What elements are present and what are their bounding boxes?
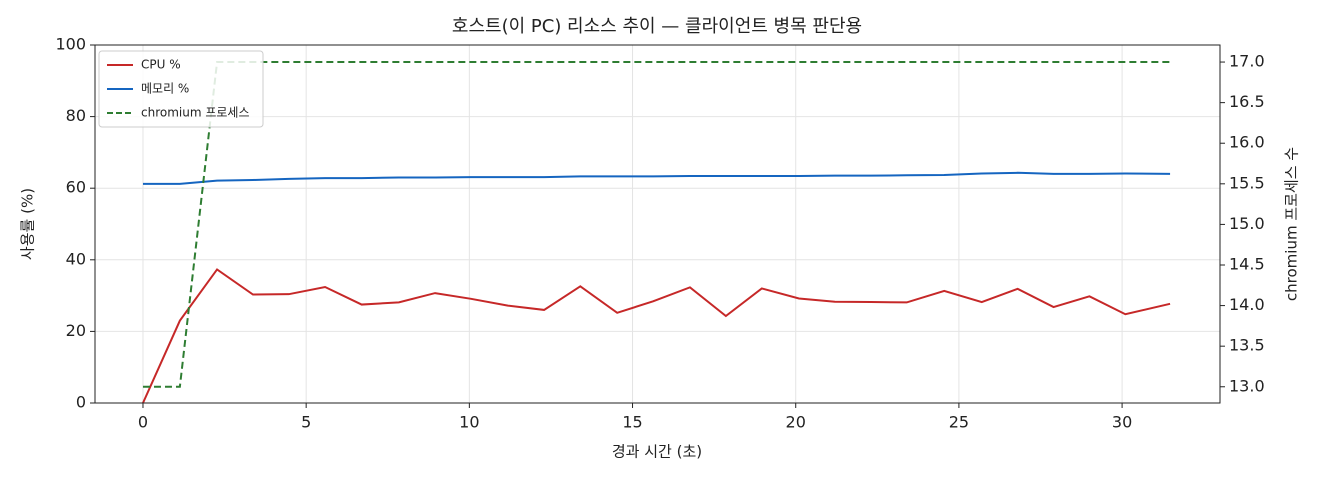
legend-label: CPU % (141, 58, 181, 72)
y-tick-label: 100 (55, 35, 86, 54)
y2-tick-label: 15.5 (1229, 173, 1265, 192)
y2-axis-label: chromium 프로세스 수 (1283, 147, 1301, 301)
series-line (142, 61, 1171, 388)
y2-tick-label: 14.0 (1229, 295, 1265, 314)
legend-box (98, 50, 264, 128)
x-tick-label: 25 (949, 413, 969, 432)
plot-frame (94, 44, 1221, 404)
legend-label: 메모리 % (141, 82, 189, 96)
x-tick-label: 30 (1112, 413, 1132, 432)
y2-tick-label: 14.5 (1229, 254, 1265, 273)
y-tick-label: 40 (66, 249, 86, 268)
x-axis-label: 경과 시간 (초) (612, 443, 702, 461)
x-tick-label: 0 (138, 413, 148, 432)
y2-tick-label: 16.5 (1229, 92, 1265, 111)
y-tick-label: 60 (66, 178, 86, 197)
series-line (142, 268, 1171, 404)
y-axis-label: 사용률 (%) (19, 188, 37, 260)
y-tick-label: 80 (66, 106, 86, 125)
y-tick-label: 0 (76, 393, 86, 412)
chart-title: 호스트(이 PC) 리소스 추이 — 클라이언트 병목 판단용 (452, 16, 862, 37)
series-line (142, 171, 1171, 185)
y-tick-label: 20 (66, 321, 86, 340)
x-tick-label: 15 (622, 413, 642, 432)
y2-tick-label: 16.0 (1229, 133, 1265, 152)
x-tick-label: 10 (459, 413, 479, 432)
legend-label: chromium 프로세스 (141, 106, 250, 120)
y2-tick-label: 13.0 (1229, 376, 1265, 395)
x-tick-label: 5 (301, 413, 311, 432)
y2-tick-label: 15.0 (1229, 214, 1265, 233)
y2-tick-label: 13.5 (1229, 336, 1265, 355)
y2-tick-label: 17.0 (1229, 52, 1265, 71)
x-tick-label: 20 (786, 413, 806, 432)
